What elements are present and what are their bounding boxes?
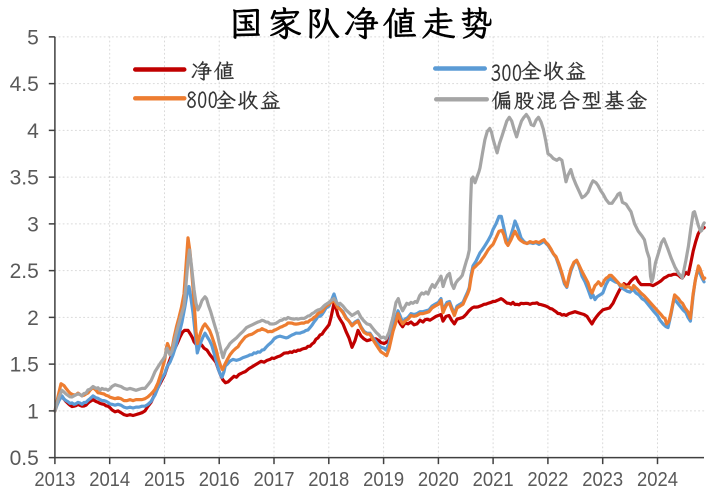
svg-text:2013: 2013 (34, 468, 75, 491)
svg-text:2016: 2016 (199, 468, 240, 491)
svg-text:4.5: 4.5 (10, 73, 39, 96)
svg-text:2015: 2015 (144, 468, 185, 491)
svg-text:2018: 2018 (308, 468, 349, 491)
svg-text:2017: 2017 (254, 468, 295, 491)
svg-text:2019: 2019 (363, 468, 404, 491)
svg-text:2020: 2020 (418, 468, 459, 491)
svg-text:2024: 2024 (637, 468, 678, 491)
svg-text:2014: 2014 (89, 468, 130, 491)
svg-text:2023: 2023 (582, 468, 623, 491)
svg-text:3: 3 (27, 213, 39, 236)
svg-text:5: 5 (27, 26, 39, 49)
svg-text:2022: 2022 (527, 468, 568, 491)
svg-text:0.5: 0.5 (10, 447, 39, 470)
svg-text:4: 4 (27, 120, 39, 143)
svg-text:1.5: 1.5 (10, 354, 39, 377)
svg-text:2021: 2021 (473, 468, 514, 491)
svg-text:2: 2 (27, 307, 39, 330)
svg-text:1: 1 (27, 400, 39, 423)
svg-text:2.5: 2.5 (10, 260, 39, 283)
svg-text:3.5: 3.5 (10, 167, 39, 190)
